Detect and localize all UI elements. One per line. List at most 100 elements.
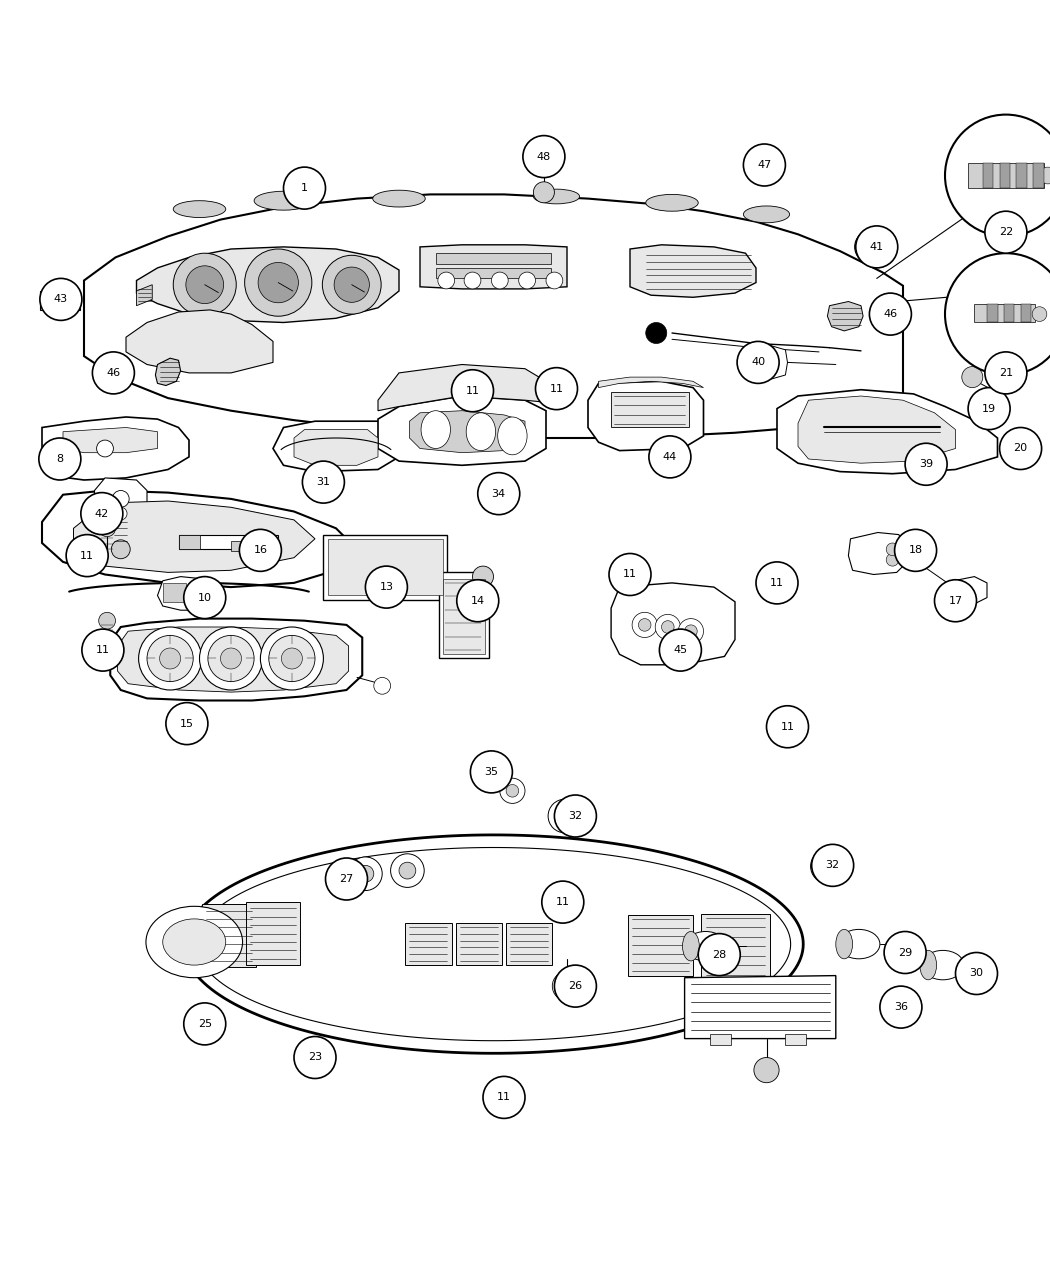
Circle shape (685, 625, 697, 638)
Text: 45: 45 (673, 645, 688, 655)
Polygon shape (42, 491, 357, 586)
FancyBboxPatch shape (231, 541, 252, 551)
Polygon shape (273, 421, 399, 472)
Circle shape (160, 648, 181, 669)
Polygon shape (63, 427, 158, 453)
Circle shape (934, 580, 976, 622)
Polygon shape (118, 627, 349, 692)
Circle shape (506, 784, 519, 797)
Polygon shape (410, 411, 525, 453)
Polygon shape (420, 245, 567, 289)
Circle shape (956, 952, 997, 994)
Circle shape (491, 272, 508, 289)
Circle shape (649, 436, 691, 478)
Text: 11: 11 (780, 722, 795, 732)
Circle shape (186, 265, 224, 303)
Text: 26: 26 (568, 980, 583, 991)
Circle shape (81, 492, 123, 534)
Text: 11: 11 (465, 386, 480, 395)
Circle shape (478, 473, 520, 515)
Polygon shape (588, 381, 704, 450)
Circle shape (758, 158, 771, 171)
Polygon shape (378, 397, 546, 465)
Circle shape (470, 751, 512, 793)
Text: 32: 32 (825, 861, 840, 871)
Polygon shape (84, 194, 903, 439)
Polygon shape (798, 397, 956, 463)
Circle shape (326, 858, 368, 900)
Polygon shape (155, 358, 181, 385)
Circle shape (533, 182, 554, 203)
Text: 48: 48 (537, 152, 551, 162)
Circle shape (655, 615, 680, 640)
FancyBboxPatch shape (628, 914, 693, 975)
Polygon shape (405, 923, 452, 965)
Polygon shape (598, 377, 704, 388)
Circle shape (193, 592, 206, 604)
Text: 10: 10 (197, 593, 212, 603)
Ellipse shape (254, 191, 313, 210)
Polygon shape (126, 310, 273, 372)
Circle shape (220, 648, 242, 669)
Circle shape (554, 796, 596, 836)
Text: 21: 21 (999, 368, 1013, 377)
Text: 23: 23 (308, 1052, 322, 1062)
Text: 39: 39 (919, 459, 933, 469)
Ellipse shape (922, 950, 964, 979)
Circle shape (111, 539, 130, 558)
FancyBboxPatch shape (1033, 163, 1044, 189)
FancyBboxPatch shape (439, 572, 489, 658)
Circle shape (166, 703, 208, 745)
Polygon shape (630, 245, 756, 297)
Text: 13: 13 (379, 583, 394, 592)
Text: 14: 14 (470, 595, 485, 606)
Polygon shape (74, 501, 315, 572)
Circle shape (609, 553, 651, 595)
FancyBboxPatch shape (701, 914, 770, 979)
Circle shape (302, 462, 344, 504)
Text: 29: 29 (898, 947, 912, 958)
Circle shape (184, 576, 226, 618)
Ellipse shape (646, 194, 698, 212)
Circle shape (968, 388, 1010, 430)
Ellipse shape (173, 200, 226, 218)
Circle shape (523, 135, 565, 177)
Circle shape (374, 677, 391, 694)
Text: 11: 11 (96, 645, 110, 655)
FancyBboxPatch shape (40, 291, 80, 310)
Text: 25: 25 (197, 1019, 212, 1029)
Circle shape (886, 553, 899, 566)
Text: 1: 1 (301, 184, 308, 193)
Text: 30: 30 (969, 969, 984, 978)
Circle shape (61, 295, 74, 307)
Text: 18: 18 (908, 546, 923, 556)
FancyBboxPatch shape (1021, 303, 1031, 323)
Circle shape (756, 562, 798, 604)
Polygon shape (294, 430, 378, 465)
Ellipse shape (146, 907, 243, 978)
Circle shape (99, 520, 116, 537)
Circle shape (812, 844, 854, 886)
Circle shape (269, 635, 315, 682)
Text: 42: 42 (94, 509, 109, 519)
Circle shape (856, 226, 898, 268)
Circle shape (472, 566, 493, 586)
Polygon shape (110, 618, 362, 700)
Circle shape (349, 857, 382, 890)
FancyBboxPatch shape (1016, 163, 1027, 189)
Text: 36: 36 (894, 1002, 908, 1012)
Ellipse shape (163, 919, 226, 965)
Circle shape (173, 254, 236, 316)
Text: 11: 11 (770, 578, 784, 588)
Circle shape (322, 255, 381, 314)
Text: 28: 28 (712, 950, 727, 960)
Text: 22: 22 (999, 227, 1013, 237)
FancyBboxPatch shape (983, 163, 993, 189)
Polygon shape (42, 417, 189, 479)
Circle shape (334, 266, 370, 302)
Circle shape (880, 986, 922, 1028)
Circle shape (483, 1076, 525, 1118)
FancyBboxPatch shape (1000, 163, 1010, 189)
Text: 46: 46 (883, 309, 898, 319)
Ellipse shape (682, 932, 699, 961)
